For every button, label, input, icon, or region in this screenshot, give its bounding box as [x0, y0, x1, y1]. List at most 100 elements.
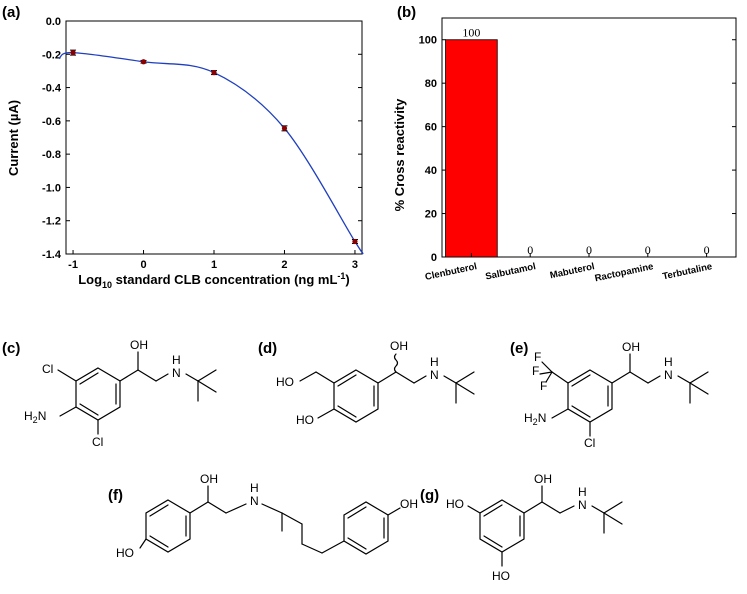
plot-a-y-axis: 0.0 -0.2 -0.4 -0.6 -0.8 -1.0 -1.2 -1.4 — [42, 16, 362, 261]
x-axis-title-end: ) — [345, 272, 349, 287]
category-label: Terbutaline — [662, 261, 714, 282]
atom-e-f3: F — [540, 379, 547, 393]
y-tick-label-b: 80 — [425, 78, 437, 90]
category-label: Ractopamine — [594, 261, 655, 284]
y-tick-label-a: -0.8 — [42, 149, 61, 161]
atom-e-h: H — [664, 355, 673, 369]
atom-c-cl2: Cl — [92, 435, 103, 449]
x-axis-title-sup: -1 — [337, 271, 345, 281]
atom-e-nh2: H2N — [524, 411, 546, 427]
atom-f-n: N — [250, 494, 259, 508]
y-tick-label-a: -0.2 — [42, 49, 61, 61]
y-tick-label-b: 40 — [425, 165, 437, 177]
atom-e-f2: F — [532, 364, 539, 378]
x-tick-label-a: -1 — [68, 259, 78, 271]
atom-e-cl: Cl — [584, 436, 595, 450]
data-point — [281, 125, 288, 131]
bar-value-label: 100 — [462, 26, 480, 40]
atom-d-oh: OH — [390, 339, 408, 353]
structure-e: (e) F F F H2N Cl OH N H — [510, 340, 709, 450]
x-axis-title-log: Log — [78, 272, 102, 287]
panel-label-g: (g) — [420, 487, 439, 504]
category-label: Salbutamol — [484, 261, 536, 282]
structure-d-bonds — [299, 353, 475, 423]
data-point — [352, 238, 358, 245]
y-tick-label-a: -0.4 — [42, 83, 62, 95]
atom-d-ho1: HO — [276, 375, 294, 389]
fit-curve — [58, 51, 364, 255]
y-axis-title-b: % Cross reactivity — [392, 98, 407, 211]
atom-f-h: H — [250, 481, 259, 495]
y-axis-title-a: Current (µA) — [6, 100, 21, 176]
atom-c-cl1: Cl — [42, 362, 53, 376]
structure-g: (g) HO HO OH N H — [420, 472, 623, 583]
category-label: Clenbuterol — [424, 261, 478, 283]
panel-label-a: (a) — [2, 4, 20, 21]
structure-c-bonds — [57, 351, 217, 435]
bar-value-label: 0 — [645, 243, 651, 257]
y-tick-label-a: -0.6 — [42, 116, 61, 128]
structure-d: (d) HO HO OH N H — [258, 339, 475, 427]
atom-g-ho2: HO — [492, 569, 510, 583]
panel-label-f: (f) — [108, 487, 123, 504]
panel-label-e: (e) — [510, 340, 528, 357]
y-tick-label-a: 0.0 — [46, 16, 61, 28]
atom-e-n: N — [664, 368, 673, 382]
category-label: Mabuterol — [549, 261, 596, 281]
data-point — [211, 69, 217, 76]
atom-d-h: H — [430, 355, 439, 369]
x-axis-title-sub: 10 — [102, 280, 112, 290]
x-tick-label-a: 1 — [211, 259, 217, 271]
y-tick-label-a: -1.4 — [42, 249, 62, 261]
atom-d-ho2: HO — [296, 413, 314, 427]
structure-f: (f) OH N H HO OH — [108, 472, 418, 560]
y-tick-label-a: -1.2 — [42, 216, 61, 228]
y-tick-label-b: 0 — [431, 252, 437, 264]
atom-g-h: H — [578, 485, 587, 499]
x-tick-label-a: 0 — [140, 259, 146, 271]
x-axis-title-a: Log10 standard CLB concentration (ng mL-… — [78, 271, 350, 290]
atom-d-n: N — [430, 368, 439, 382]
atom-g-ho1: HO — [446, 497, 464, 511]
structure-g-bonds — [467, 485, 623, 567]
plot-b-y-axis: 0 20 40 60 80 100 — [419, 35, 736, 264]
structure-f-bonds — [139, 485, 401, 555]
atom-e-oh: OH — [622, 340, 640, 354]
bar — [445, 39, 498, 258]
y-tick-label-b: 20 — [425, 209, 437, 221]
atom-c-nh2: H2N — [24, 409, 46, 425]
bar-value-label: 0 — [527, 243, 533, 257]
atom-f-ho: HO — [116, 546, 134, 560]
panel-label-b: (b) — [397, 4, 416, 21]
panel-label-c: (c) — [2, 340, 20, 357]
bar-value-label: 0 — [704, 243, 710, 257]
structure-e-bonds — [539, 353, 709, 437]
x-tick-label-a: 3 — [352, 259, 358, 271]
y-tick-label-a: -1.0 — [42, 182, 61, 194]
data-point — [70, 50, 76, 56]
atom-c-h: H — [172, 353, 181, 367]
x-tick-label-a: 2 — [281, 259, 287, 271]
plot-b-x-axis: Clenbuterol Salbutamol MabuterolRactopamin… — [424, 253, 713, 284]
atom-f-oh: OH — [200, 472, 218, 486]
panel-a: (a) 0.0 -0.2 -0.4 -0.6 -0.8 -1.0 -1.2 -1.4 -1 0 1… — [2, 4, 364, 290]
panel-label-d: (d) — [258, 340, 277, 357]
atom-e-f1: F — [534, 350, 541, 364]
atom-c-oh: OH — [130, 338, 148, 352]
plot-a-frame — [65, 20, 363, 255]
y-tick-label-b: 60 — [425, 122, 437, 134]
structure-c: (c) Cl Cl H2N OH N H — [2, 338, 217, 449]
plot-b-bars: 100 0 0 0 0 — [445, 26, 710, 258]
atom-f-oh2: OH — [400, 497, 418, 511]
plot-a-points — [70, 49, 358, 245]
x-axis-title-rest: standard CLB concentration (ng mL — [112, 272, 337, 287]
plot-a-x-axis: -1 0 1 2 3 — [68, 250, 358, 271]
atom-g-n: N — [578, 498, 587, 512]
data-point — [140, 59, 147, 65]
bar-value-label: 0 — [586, 243, 592, 257]
y-tick-label-b: 100 — [419, 35, 437, 47]
panel-b: (b) 0 20 40 60 80 100 100 0 0 0 0 Clenbuterol Salb… — [392, 4, 737, 284]
atom-g-oh: OH — [534, 472, 552, 486]
atom-c-n: N — [172, 366, 181, 380]
